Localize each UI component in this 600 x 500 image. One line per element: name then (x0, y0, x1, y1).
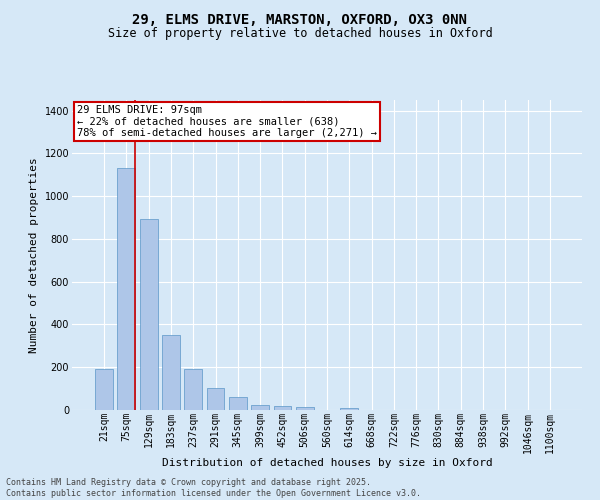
Bar (184, 368, 202, 410)
Bar (118, 168, 136, 410)
Bar (296, 407, 314, 410)
X-axis label: Distribution of detached houses by size in Oxford: Distribution of detached houses by size … (161, 458, 493, 468)
Bar (229, 397, 247, 410)
Bar (162, 335, 180, 410)
Text: 29 ELMS DRIVE: 97sqm
← 22% of detached houses are smaller (638)
78% of semi-deta: 29 ELMS DRIVE: 97sqm ← 22% of detached h… (77, 104, 377, 138)
Bar (274, 406, 292, 410)
Y-axis label: Number of detached properties: Number of detached properties (29, 157, 39, 353)
Text: Size of property relative to detached houses in Oxford: Size of property relative to detached ho… (107, 28, 493, 40)
Text: Contains HM Land Registry data © Crown copyright and database right 2025.
Contai: Contains HM Land Registry data © Crown c… (6, 478, 421, 498)
Bar (95, 368, 113, 410)
Bar (206, 388, 224, 410)
Text: 29, ELMS DRIVE, MARSTON, OXFORD, OX3 0NN: 29, ELMS DRIVE, MARSTON, OXFORD, OX3 0NN (133, 12, 467, 26)
Bar (251, 404, 269, 410)
Bar (340, 408, 358, 410)
Bar (140, 219, 158, 410)
